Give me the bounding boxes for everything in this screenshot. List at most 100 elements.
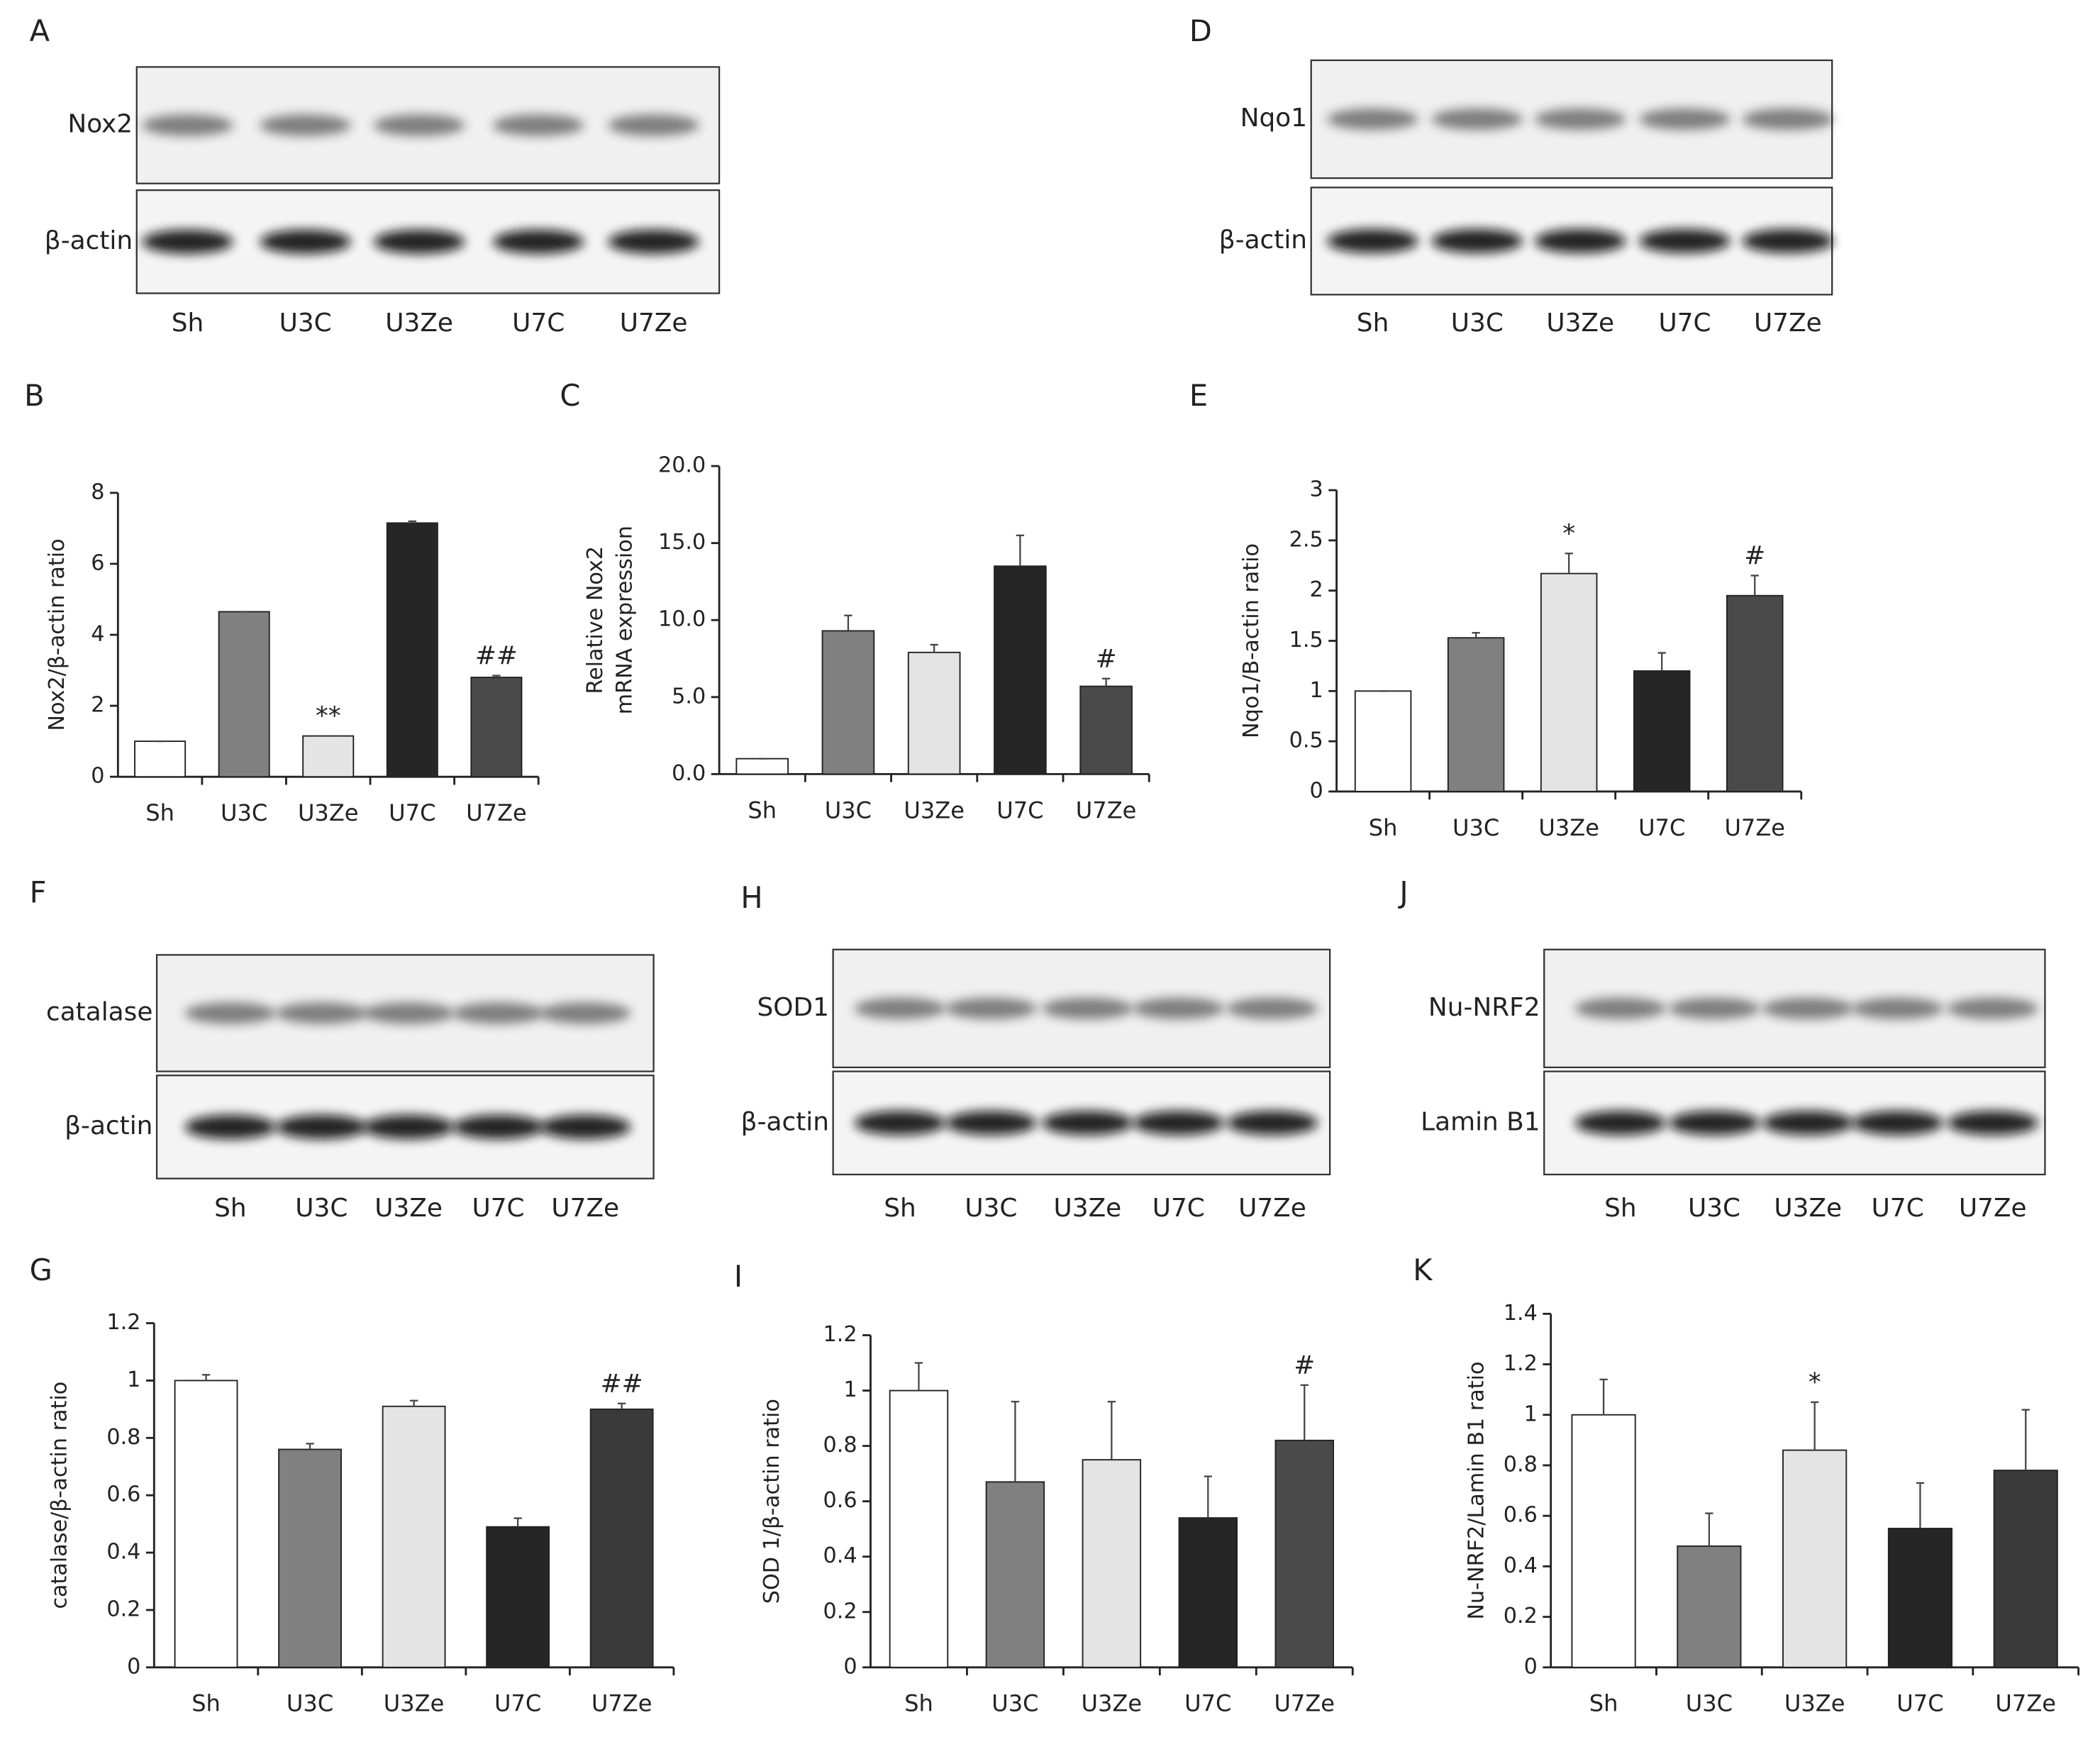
band bbox=[452, 1002, 544, 1024]
x-tick-label: U3C bbox=[287, 1690, 333, 1717]
x-tick-label: U7C bbox=[1896, 1690, 1943, 1717]
y-tick-label: 0.2 bbox=[1504, 1604, 1538, 1628]
band bbox=[540, 1002, 631, 1024]
panel-letter: D bbox=[1189, 13, 1212, 48]
band bbox=[1947, 997, 2038, 1019]
bar bbox=[1633, 670, 1691, 792]
band bbox=[1133, 1111, 1224, 1136]
bar bbox=[907, 651, 961, 775]
panel-letter: B bbox=[24, 378, 45, 413]
x-tick-label: U3Ze bbox=[298, 799, 359, 826]
band bbox=[1742, 108, 1834, 131]
x-tick-label: U7C bbox=[1638, 814, 1685, 841]
y-axis-label: Nqo1/B-actin ratio bbox=[1239, 543, 1264, 738]
lane-label: U7Ze bbox=[620, 309, 688, 338]
band bbox=[362, 1002, 455, 1024]
band bbox=[1668, 1111, 1760, 1136]
bar bbox=[1726, 594, 1784, 792]
blot-row-label: β-actin bbox=[45, 226, 133, 255]
y-tick-label: 1.2 bbox=[1504, 1351, 1538, 1376]
x-tick-label: U7Ze bbox=[1724, 814, 1785, 841]
y-tick-label: 0.0 bbox=[672, 761, 706, 786]
blot-row-label: Nqo1 bbox=[1240, 104, 1307, 133]
bar bbox=[1540, 572, 1598, 792]
y-tick-label: 1.5 bbox=[1289, 628, 1323, 653]
panel-letter: J bbox=[1397, 875, 1408, 909]
y-tick-label: 1.2 bbox=[823, 1322, 857, 1347]
band bbox=[452, 1114, 544, 1139]
y-axis-label: Nu-NRF2/Lamin B1 ratio bbox=[1464, 1362, 1489, 1620]
x-tick-label: U3Ze bbox=[1538, 814, 1599, 841]
y-tick-label: 1 bbox=[843, 1377, 857, 1402]
y-tick-label: 0.6 bbox=[823, 1488, 857, 1513]
bar bbox=[1178, 1517, 1238, 1668]
bar bbox=[1274, 1439, 1334, 1668]
band bbox=[1762, 997, 1854, 1019]
band bbox=[1852, 1111, 1943, 1136]
lane-label: U3Ze bbox=[1774, 1194, 1842, 1223]
x-tick-label: U3Ze bbox=[384, 1690, 445, 1717]
y-axis-label: catalase/β-actin ratio bbox=[48, 1382, 72, 1609]
panel-letter: K bbox=[1413, 1253, 1433, 1287]
panel-letter: G bbox=[30, 1253, 52, 1287]
bar bbox=[985, 1481, 1045, 1668]
blot-row-label: catalase bbox=[46, 997, 152, 1026]
y-tick-label: 1.2 bbox=[106, 1310, 140, 1335]
lane-label: U7C bbox=[472, 1194, 525, 1223]
band bbox=[260, 229, 351, 254]
band bbox=[142, 114, 233, 136]
lane-label: U3C bbox=[279, 309, 332, 338]
y-tick-label: 10.0 bbox=[658, 607, 706, 632]
x-tick-label: U7Ze bbox=[466, 799, 527, 826]
x-tick-label: U7Ze bbox=[1995, 1690, 2056, 1717]
blot-row-label: β-actin bbox=[1219, 226, 1307, 255]
lane-label: U7C bbox=[1152, 1194, 1205, 1223]
panel-letter: A bbox=[30, 13, 50, 48]
bar bbox=[382, 1405, 446, 1668]
band bbox=[540, 1114, 631, 1139]
y-tick-label: 1 bbox=[127, 1367, 140, 1392]
blot-row-label: Lamin B1 bbox=[1421, 1107, 1540, 1136]
x-tick-label: U3Ze bbox=[1784, 1690, 1845, 1717]
x-tick-label: U3C bbox=[1686, 1690, 1733, 1717]
bar bbox=[486, 1526, 550, 1668]
y-tick-label: 0 bbox=[1309, 778, 1323, 803]
x-tick-label: U3C bbox=[825, 797, 872, 823]
x-tick-label: Sh bbox=[1369, 814, 1398, 841]
x-tick-label: U7C bbox=[389, 799, 435, 826]
bar bbox=[386, 522, 438, 778]
y-tick-label: 0.6 bbox=[1504, 1503, 1538, 1528]
band bbox=[945, 997, 1037, 1019]
y-tick-label: 0.4 bbox=[106, 1540, 140, 1565]
x-tick-label: U7Ze bbox=[1274, 1690, 1335, 1717]
x-tick-label: U7C bbox=[1184, 1690, 1231, 1717]
band bbox=[260, 114, 351, 136]
x-tick-label: U7Ze bbox=[591, 1690, 652, 1717]
x-tick-label: Sh bbox=[1589, 1690, 1618, 1717]
lane-label: U7Ze bbox=[1959, 1194, 2027, 1223]
band bbox=[1639, 108, 1730, 131]
significance-label: ## bbox=[601, 1369, 643, 1398]
y-tick-label: 0 bbox=[1524, 1654, 1538, 1679]
band bbox=[373, 114, 465, 136]
band bbox=[493, 114, 584, 136]
lane-label: U3C bbox=[1688, 1194, 1740, 1223]
x-tick-label: Sh bbox=[904, 1690, 933, 1717]
y-tick-label: 0.8 bbox=[106, 1425, 140, 1450]
y-tick-label: 5.0 bbox=[672, 684, 706, 709]
significance-label: ## bbox=[475, 641, 518, 670]
band bbox=[1574, 997, 1667, 1019]
x-tick-label: U3C bbox=[1452, 814, 1499, 841]
bar bbox=[1887, 1528, 1953, 1668]
lane-label: U3Ze bbox=[1546, 309, 1614, 338]
y-tick-label: 0 bbox=[91, 764, 104, 789]
y-tick-label: 3 bbox=[1309, 477, 1323, 502]
lane-label: Sh bbox=[1357, 309, 1389, 338]
bar bbox=[889, 1389, 949, 1668]
panel-letter: C bbox=[560, 378, 580, 413]
lane-label: U3Ze bbox=[1054, 1194, 1122, 1223]
band bbox=[854, 997, 946, 1019]
band bbox=[1327, 108, 1418, 131]
y-tick-label: 1 bbox=[1524, 1402, 1538, 1426]
x-tick-label: Sh bbox=[191, 1690, 221, 1717]
